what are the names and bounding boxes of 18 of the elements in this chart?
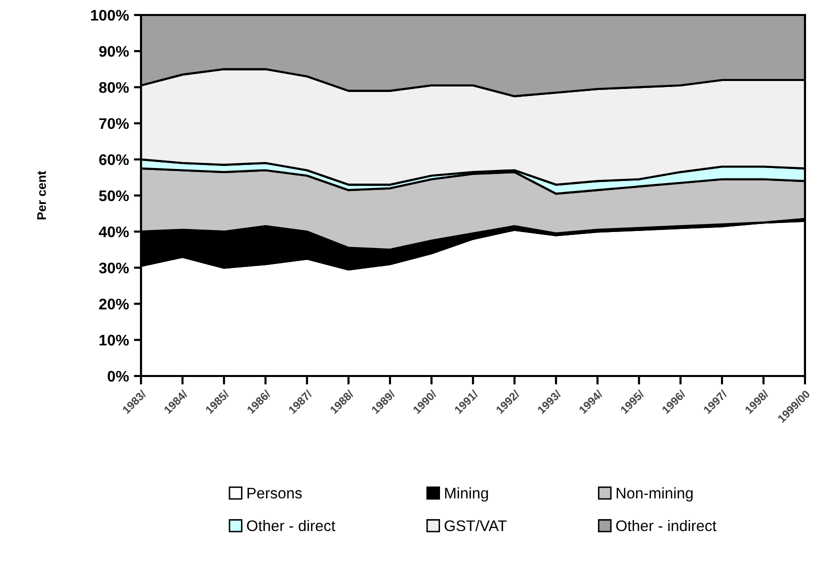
y-tick-label: 60% [99, 154, 129, 166]
y-tick-label: 90% [99, 46, 129, 57]
legend-label: Other - direct [247, 520, 336, 532]
y-tick-label: 70% [99, 118, 129, 129]
y-tick-label: 100% [91, 10, 129, 21]
y-tick-label: 50% [99, 190, 129, 202]
legend-label: Mining [445, 487, 488, 502]
y-tick-label: 80% [99, 82, 129, 93]
legend-label: GST/VAT [444, 520, 507, 532]
y-tick-label: 30% [98, 262, 129, 274]
y-tick-label: 10% [100, 334, 129, 346]
y-axis-title: Per cent [37, 170, 46, 220]
y-tick-label: 0% [108, 370, 129, 382]
y-tick-label: 40% [98, 226, 129, 238]
y-tick-label: 20% [99, 298, 129, 310]
legend-label: Persons [248, 488, 302, 499]
legend-label: Other - indirect [616, 520, 716, 532]
legend-label: Non-mining [616, 487, 693, 502]
